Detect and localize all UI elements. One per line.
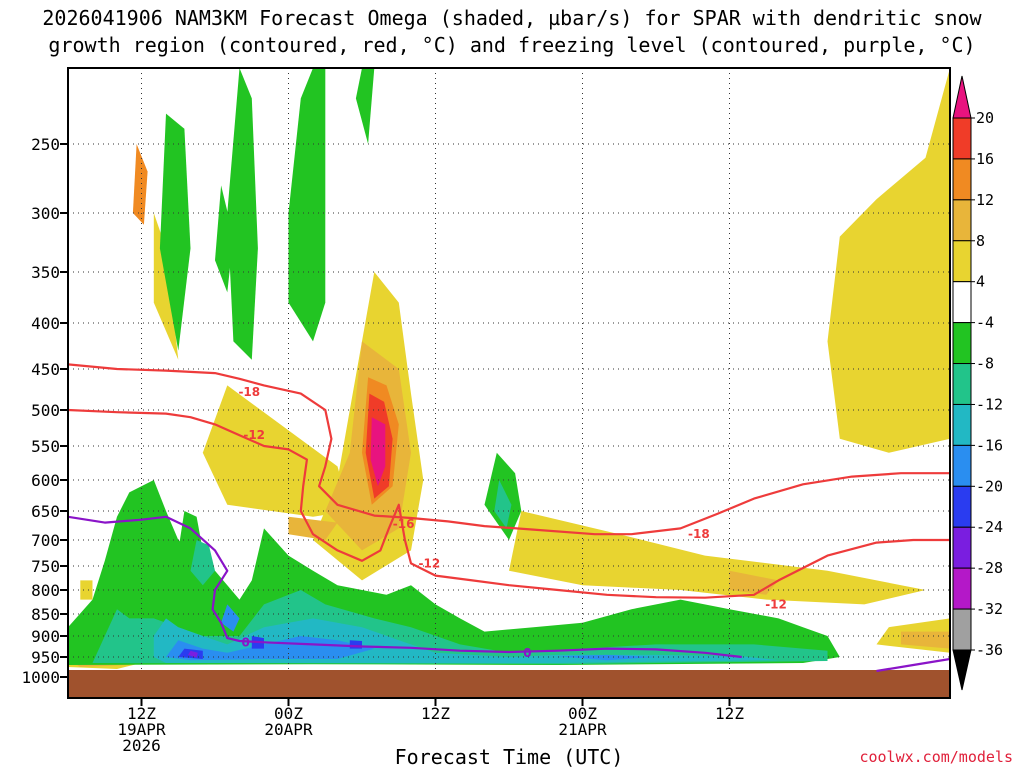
y-tick-label-900: 900 [31, 627, 60, 646]
freezing-level-label-2: 0 [241, 635, 249, 649]
isotherm-label-1: -12 [243, 428, 265, 442]
y-tick-label-750: 750 [31, 557, 60, 576]
x-tick-label-18-0: 00Z [274, 704, 303, 723]
plot-border [67, 67, 951, 699]
y-tick-label-450: 450 [31, 360, 60, 379]
omega-region-neg24-0 [188, 650, 198, 658]
y-tick-label-600: 600 [31, 471, 60, 490]
colorbar-bottom-arrow [952, 649, 972, 691]
omega-region-4-7 [80, 580, 93, 600]
colorbar-label-5: -4 [976, 314, 994, 332]
y-tick-label-700: 700 [31, 531, 60, 550]
omega-region-neg4-2 [227, 68, 258, 360]
chart-title-line-1: 2026041906 NAM3KM Forecast Omega (shaded… [42, 6, 982, 30]
omega-region-neg8-1 [190, 540, 215, 586]
plot-frame [67, 67, 951, 699]
colorbar-label-9: -20 [976, 477, 1003, 495]
omega-region-neg16-1 [558, 654, 656, 661]
freezing-level-line [68, 515, 742, 659]
omega-region-neg4-6 [355, 68, 375, 144]
isotherm-label-neg16: -16 [393, 517, 415, 531]
omega-region-neg4-3 [159, 113, 191, 351]
omega-region-neg4-7 [215, 185, 234, 293]
colorbar-segment-1 [952, 158, 972, 201]
omega-shading [68, 68, 950, 669]
ground-fill [68, 670, 950, 698]
colorbar-segment-6 [952, 363, 972, 405]
colorbar-label-0: 20 [976, 109, 994, 127]
omega-region-4-6 [153, 213, 179, 360]
isotherm-label-neg12-b: -12 [419, 556, 441, 570]
y-tick-label-1000: 1000 [21, 668, 60, 687]
freezing-level-label: 0 [523, 646, 531, 660]
colorbar-segment-12 [952, 608, 972, 651]
y-axis-ticks: 250 300 350 400 450 500 550 600 650 700 750 800 850 9… [21, 135, 68, 687]
x-tick-label-6-1: 19APR [117, 720, 166, 739]
isotherm-label-neg18-b: -18 [688, 527, 710, 541]
colorbar-label-6: -8 [976, 355, 994, 373]
colorbar-segment-8 [952, 444, 972, 487]
x-tick-label-42-0: 00Z [568, 704, 597, 723]
omega-region-12-2 [132, 144, 148, 225]
y-tick-label-850: 850 [31, 605, 60, 624]
colorbar-label-13: -36 [976, 641, 1003, 659]
y-tick-label-800: 800 [31, 581, 60, 600]
x-axis-label: Forecast Time (UTC) [395, 745, 624, 768]
y-tick-label-350: 350 [31, 263, 60, 282]
isotherm-contours: -18 -12 -16 -12 -18 -12 0 0 [68, 363, 950, 673]
colorbar-label-7: -12 [976, 395, 1003, 413]
omega-region-4-3 [827, 68, 950, 453]
x-tick-label-6-2: 2026 [122, 736, 161, 755]
grid-lines [68, 68, 950, 670]
x-tick-label-18-1: 20APR [264, 720, 313, 739]
colorbar: 20 16 12 8 4 -4 -8 -12 -16 -20 -24 -28 -32 -36 [952, 75, 1003, 691]
y-tick-label-400: 400 [31, 314, 60, 333]
isotherm-red-neg12 [68, 408, 950, 599]
omega-region-20-0 [370, 417, 386, 487]
colorbar-label-12: -32 [976, 600, 1003, 618]
colorbar-label-8: -16 [976, 436, 1003, 454]
colorbar-label-10: -24 [976, 518, 1003, 536]
colorbar-segment-5 [952, 322, 972, 365]
credit-text: coolwx.com/models [859, 748, 1013, 766]
x-tick-label-30-0: 12Z [421, 704, 450, 723]
colorbar-label-11: -28 [976, 559, 1003, 577]
y-tick-label-650: 650 [31, 502, 60, 521]
isotherm-label-0: -18 [238, 385, 260, 399]
y-tick-label-250: 250 [31, 135, 60, 154]
colorbar-segment-11 [952, 567, 972, 610]
omega-region-neg4-1 [288, 68, 326, 342]
colorbar-segment-10 [952, 526, 972, 569]
x-tick-label-54-0: 12Z [715, 704, 744, 723]
omega-region-8-1 [288, 516, 338, 540]
colorbar-segment-9 [952, 485, 972, 528]
freezing-level-line-2 [876, 657, 950, 673]
colorbar-segment-7 [952, 403, 972, 446]
chart-title-line-2: growth region (contoured, red, °C) and f… [48, 33, 975, 57]
colorbar-label-4: 4 [976, 273, 985, 291]
colorbar-segment-3 [952, 240, 972, 283]
ground-mask [68, 670, 950, 698]
x-tick-label-42-1: 21APR [558, 720, 607, 739]
x-tick-label-6-0: 12Z [127, 704, 156, 723]
colorbar-label-1: 16 [976, 150, 994, 168]
chart-title: 2026041906 NAM3KM Forecast Omega (shaded… [42, 6, 982, 57]
colorbar-label-3: 8 [976, 232, 985, 250]
colorbar-segment-0 [952, 117, 972, 160]
y-tick-label-300: 300 [31, 204, 60, 223]
colorbar-segment-2 [952, 199, 972, 242]
colorbar-top-arrow [952, 75, 972, 119]
y-tick-label-550: 550 [31, 437, 60, 456]
colorbar-label-2: 12 [976, 191, 994, 209]
colorbar-segment-4 [952, 281, 972, 324]
omega-region-neg16-0 [166, 636, 375, 661]
omega-region-4-1 [202, 385, 350, 517]
y-tick-label-950: 950 [31, 648, 60, 667]
omega-region-neg16-2 [221, 604, 240, 632]
omega-region-neg8-2 [494, 480, 512, 529]
isotherm-label-neg12-c: -12 [765, 597, 787, 611]
y-tick-label-500: 500 [31, 401, 60, 420]
